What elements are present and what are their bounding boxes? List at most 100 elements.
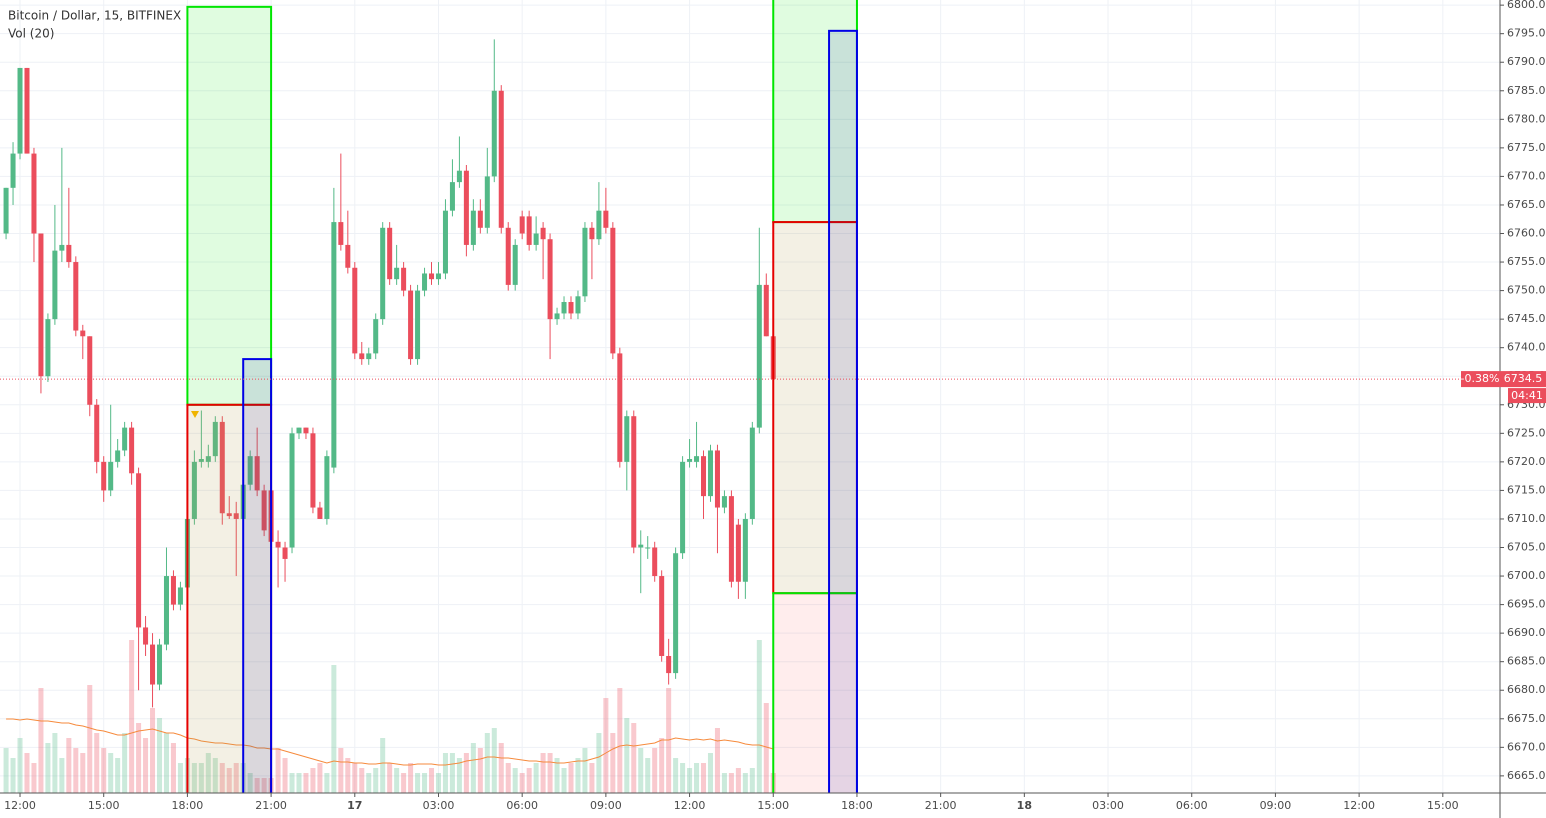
volume-bar bbox=[156, 718, 163, 793]
candle-body bbox=[373, 319, 379, 354]
candle-body bbox=[10, 153, 16, 188]
candle-body bbox=[310, 433, 316, 508]
x-tick-label: 21:00 bbox=[925, 799, 957, 812]
volume-bar bbox=[763, 703, 769, 793]
candle-body bbox=[673, 553, 679, 674]
y-tick-label: 6690.0 bbox=[1507, 626, 1546, 639]
candle-body bbox=[707, 450, 714, 497]
volume-bar bbox=[673, 758, 679, 793]
volume-bar bbox=[296, 773, 302, 793]
volume-bar bbox=[150, 708, 156, 793]
candle-body bbox=[66, 244, 72, 263]
candle-body bbox=[303, 427, 309, 434]
candle-body bbox=[289, 433, 295, 548]
position-zone bbox=[242, 358, 273, 793]
candle-body bbox=[575, 296, 581, 314]
volume-bar bbox=[456, 758, 462, 793]
candle-body bbox=[582, 227, 588, 297]
candle-body bbox=[645, 547, 651, 549]
change-badge bbox=[1461, 371, 1500, 388]
candle-body bbox=[728, 496, 734, 582]
candle-body bbox=[282, 547, 288, 559]
x-tick-label: 21:00 bbox=[255, 799, 287, 812]
x-tick-label: 12:00 bbox=[1343, 799, 1375, 812]
volume-bar bbox=[101, 748, 107, 793]
candle-body bbox=[477, 210, 483, 228]
volume-bar bbox=[707, 753, 714, 793]
candle-body bbox=[624, 416, 630, 462]
countdown-label: 04:41 bbox=[1511, 389, 1543, 402]
candle-body bbox=[666, 655, 672, 674]
x-tick-label: 06:00 bbox=[1176, 799, 1208, 812]
candle-body bbox=[561, 302, 567, 314]
candle-body bbox=[87, 336, 93, 405]
volume-bar bbox=[52, 733, 58, 793]
volume-bar bbox=[331, 665, 337, 793]
candle-body bbox=[756, 284, 762, 428]
volume-bar bbox=[735, 768, 741, 793]
candle-body bbox=[38, 233, 44, 377]
candle-body bbox=[129, 427, 135, 474]
candle-body bbox=[233, 513, 239, 519]
candle-body bbox=[422, 273, 428, 291]
candle-body bbox=[31, 153, 37, 234]
volume-bar bbox=[505, 763, 511, 793]
volume-bar bbox=[59, 758, 65, 793]
candle-body bbox=[610, 227, 616, 354]
candle-body bbox=[24, 67, 30, 154]
candle-body bbox=[463, 170, 469, 245]
volume-bar bbox=[680, 763, 686, 793]
y-tick-label: 6725.0 bbox=[1507, 426, 1546, 439]
volume-bar bbox=[540, 753, 546, 793]
candle-body bbox=[484, 176, 490, 228]
candle-body bbox=[108, 461, 114, 491]
signal-marker bbox=[191, 411, 199, 418]
candle-body bbox=[115, 450, 121, 462]
y-tick-label: 6695.0 bbox=[1507, 598, 1546, 611]
candle-body bbox=[652, 547, 658, 577]
candle-body bbox=[547, 239, 553, 320]
y-tick-label: 6775.0 bbox=[1507, 141, 1546, 154]
y-tick-label: 6700.0 bbox=[1507, 569, 1546, 582]
volume-bar bbox=[275, 748, 281, 793]
volume-bar bbox=[554, 758, 560, 793]
candle-body bbox=[150, 644, 156, 685]
candle-body bbox=[226, 513, 232, 517]
volume-bar bbox=[568, 763, 574, 793]
candle-body bbox=[596, 210, 602, 240]
candle-body bbox=[275, 541, 281, 548]
volume-bar bbox=[435, 773, 441, 793]
volume-bar bbox=[366, 773, 372, 793]
candle-body bbox=[45, 319, 51, 377]
candle-body bbox=[205, 456, 211, 462]
volume-bar bbox=[205, 753, 211, 793]
volume-bar bbox=[652, 748, 658, 793]
candle-body bbox=[638, 544, 644, 548]
volume-bar bbox=[547, 753, 553, 793]
volume-bar bbox=[282, 758, 288, 793]
volume-bar bbox=[136, 723, 142, 793]
candle-body bbox=[470, 210, 476, 245]
last-price-badge bbox=[1500, 371, 1546, 388]
y-tick-label: 6750.0 bbox=[1507, 284, 1546, 297]
candle-body bbox=[749, 427, 755, 519]
position-zone bbox=[772, 221, 858, 595]
x-tick-label: 12:00 bbox=[674, 799, 706, 812]
candle-body bbox=[442, 210, 448, 274]
volume-bar bbox=[66, 738, 72, 793]
candle-body bbox=[254, 456, 260, 491]
y-tick-label: 6740.0 bbox=[1507, 341, 1546, 354]
volume-bar bbox=[122, 733, 128, 793]
volume-bar bbox=[714, 728, 720, 793]
candle-body bbox=[408, 290, 414, 360]
x-tick-label: 15:00 bbox=[1427, 799, 1459, 812]
y-tick-label: 6755.0 bbox=[1507, 255, 1546, 268]
volume-bar bbox=[129, 640, 135, 793]
y-tick-label: 6790.0 bbox=[1507, 55, 1546, 68]
candle-body bbox=[359, 353, 365, 360]
candle-body bbox=[714, 450, 720, 508]
candle-body bbox=[212, 421, 218, 457]
volume-label: Vol (20) bbox=[8, 27, 54, 41]
countdown-badge bbox=[1508, 388, 1546, 404]
candle-body bbox=[380, 227, 386, 320]
